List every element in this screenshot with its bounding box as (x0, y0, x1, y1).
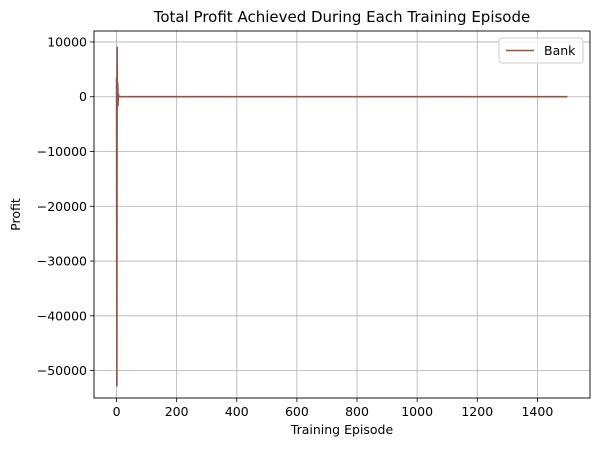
chart-title: Total Profit Achieved During Each Traini… (153, 8, 530, 26)
x-axis-label: Training Episode (290, 422, 394, 437)
y-tick-label: 0 (79, 89, 87, 104)
legend: Bank (498, 37, 584, 64)
plot-frame (93, 30, 591, 399)
x-tick-label: 600 (285, 404, 309, 419)
y-tick-label: −40000 (37, 308, 87, 323)
y-tick-label: 10000 (47, 34, 87, 49)
x-tick-label: 1000 (401, 404, 433, 419)
x-tick-label: 800 (345, 404, 369, 419)
legend-label-bank: Bank (544, 43, 576, 58)
y-tick-label: −20000 (37, 199, 87, 214)
x-tick-label: 400 (225, 404, 249, 419)
y-tick-label: −30000 (37, 254, 87, 269)
x-tick-label: 0 (113, 404, 121, 419)
ticks: 0 200 400 600 800 1000 1200 1400 10000 0 −10000 −20… (37, 34, 554, 419)
y-axis-label: Profit (8, 198, 23, 231)
series-layer (115, 46, 568, 387)
grid (94, 31, 590, 398)
y-tick-label: −10000 (37, 144, 87, 159)
x-tick-label: 200 (165, 404, 189, 419)
series-line-bank (115, 46, 568, 387)
x-tick-label: 1400 (521, 404, 553, 419)
y-tick-label: −50000 (37, 363, 87, 378)
x-tick-label: 1200 (461, 404, 493, 419)
legend-box (498, 37, 584, 64)
